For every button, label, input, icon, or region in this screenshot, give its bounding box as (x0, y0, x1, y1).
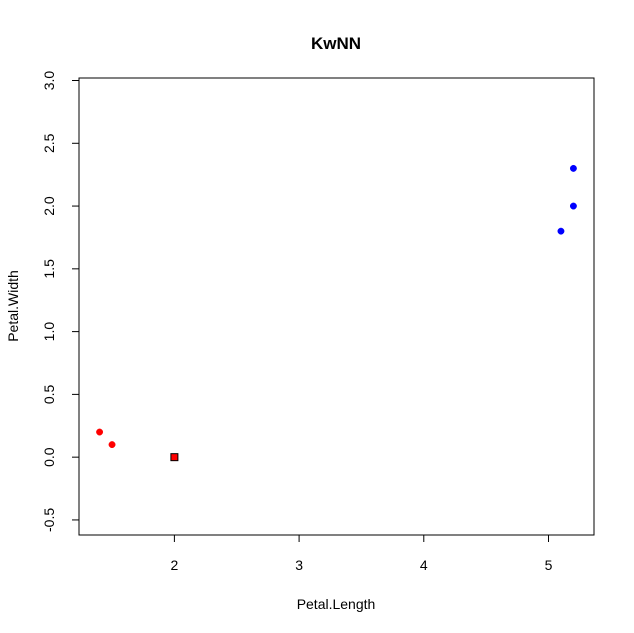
data-point (108, 441, 116, 449)
y-tick-label: 0.0 (41, 447, 57, 467)
y-tick-label: 1.5 (41, 259, 57, 279)
x-axis: 2 3 4 5 (170, 534, 553, 573)
data-point (569, 164, 577, 172)
data-point (557, 227, 565, 235)
y-tick-label: -0.5 (41, 508, 57, 532)
data-point (170, 453, 179, 462)
y-axis-label: Petal.Width (5, 270, 21, 342)
y-tick-label: 0.5 (41, 384, 57, 404)
data-points (96, 164, 577, 462)
y-tick-label: 1.0 (41, 322, 57, 342)
plot-frame (78, 77, 595, 536)
y-tick-label: 2.5 (41, 133, 57, 153)
y-tick-label: 3.0 (41, 71, 57, 91)
y-tick-label: 2.0 (41, 196, 57, 216)
data-point (569, 202, 577, 210)
y-axis: -0.5 0.0 0.5 1.0 1.5 2.0 2.5 3.0 (41, 71, 80, 532)
data-point (96, 428, 104, 436)
x-axis-label: Petal.Length (297, 596, 376, 612)
x-tick-label: 3 (295, 557, 303, 573)
x-tick-label: 4 (420, 557, 428, 573)
x-tick-label: 5 (545, 557, 553, 573)
chart-title: KwNN (311, 34, 361, 53)
x-tick-label: 2 (170, 557, 178, 573)
